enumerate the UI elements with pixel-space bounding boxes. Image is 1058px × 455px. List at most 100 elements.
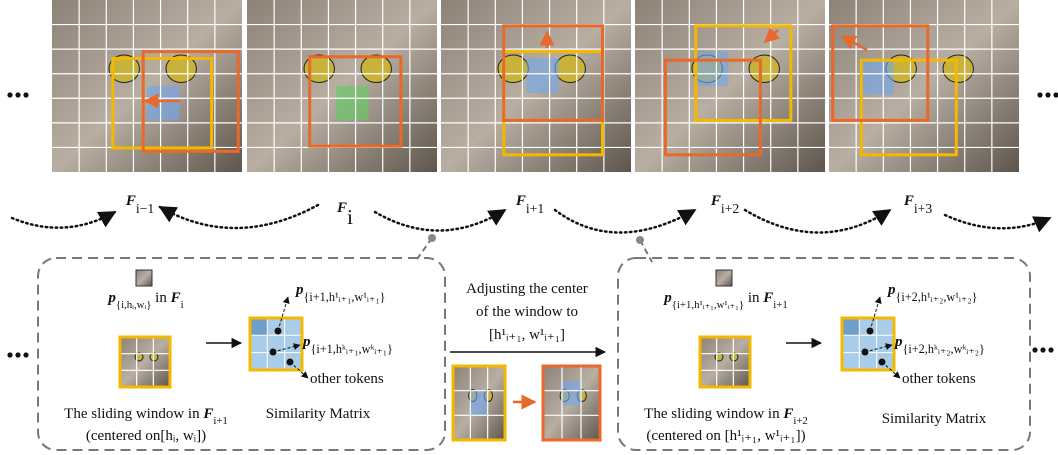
window: [541, 364, 602, 442]
eye: [729, 352, 739, 362]
label: (centered on [h¹ᵢ₊₁, w¹ᵢ₊₁]): [646, 428, 805, 444]
label: [h¹ᵢ₊₁, w¹ᵢ₊₁]: [489, 327, 565, 343]
eye: [303, 54, 335, 84]
pointer: [289, 361, 309, 379]
window: [502, 24, 605, 122]
label: p{i+1,h¹ᵢ₊₁,w¹ᵢ₊₁}: [294, 282, 386, 304]
label: p{i+2,hᵏᵢ₊₂,wᵏᵢ₊₂}: [893, 334, 985, 356]
text-part: i−1: [136, 201, 155, 216]
window: [840, 316, 896, 372]
text-part: of the window to: [476, 304, 578, 320]
image: [120, 337, 170, 387]
label: Fi−1: [125, 193, 155, 216]
eye: [942, 54, 974, 84]
text-part: i: [347, 205, 353, 229]
dotted-arc: [943, 213, 1052, 233]
token-highlight: [526, 58, 559, 93]
text-part: p: [301, 334, 311, 350]
text-part: {i+1,h¹ᵢ₊₁,w¹ᵢ₊₁}: [672, 299, 744, 311]
similarity-cell: [842, 318, 859, 335]
image: [700, 337, 750, 387]
window: [663, 58, 762, 157]
label: other tokens: [902, 371, 976, 387]
text-part: i+2: [721, 201, 740, 216]
label: p{i+1,hᵏᵢ₊₁,wᵏᵢ₊₁}: [301, 334, 393, 356]
connector-dot: [636, 236, 644, 244]
token-highlight: [695, 51, 729, 86]
label: Fi+1: [515, 193, 545, 216]
window: [111, 56, 214, 150]
token-highlight: [561, 380, 581, 406]
text-part: F: [782, 406, 793, 422]
text-part: other tokens: [310, 371, 384, 387]
label: p{i,hᵢ,wᵢ} in Fi: [106, 290, 183, 311]
text-part: {i+2,h¹ᵢ₊₂,w¹ᵢ₊₂}: [896, 290, 978, 304]
text-part: in: [151, 290, 170, 306]
token-highlight: [336, 86, 369, 121]
ellipsis-dot: [1032, 347, 1038, 353]
window: [248, 316, 304, 372]
text-part: F: [710, 193, 721, 209]
eye: [748, 54, 780, 84]
text-part: {i+2,hᵏᵢ₊₂,wᵏᵢ₊₂}: [903, 342, 985, 356]
text-part: other tokens: [902, 371, 976, 387]
thumbnail: [715, 269, 733, 287]
text-part: i+2: [793, 415, 808, 427]
text-part: p: [106, 290, 116, 306]
ellipsis-dot: [1048, 347, 1054, 353]
ellipsis-dot: [23, 92, 29, 98]
ellipsis-dot: [7, 352, 13, 358]
text-part: {i+1,hᵏᵢ₊₁,wᵏᵢ₊₁}: [311, 342, 393, 356]
text-part: i+3: [914, 201, 933, 216]
text-part: {i,hᵢ,wᵢ}: [116, 299, 152, 311]
ellipsis-dot: [1040, 347, 1046, 353]
connector: [414, 237, 433, 263]
label: of the window to: [476, 304, 578, 320]
label: Adjusting the center: [466, 281, 588, 297]
text-part: p: [662, 290, 672, 306]
eye: [554, 54, 586, 84]
ellipsis-dot: [7, 92, 13, 98]
text-part: F: [170, 290, 181, 306]
text-part: i+1: [526, 201, 545, 216]
window: [118, 335, 172, 389]
text-part: p: [886, 282, 896, 298]
dotted-arc: [553, 208, 697, 234]
text-part: The sliding window in: [64, 406, 203, 422]
text-part: F: [336, 200, 347, 216]
pointer: [869, 296, 882, 332]
label: p{i+2,h¹ᵢ₊₂,w¹ᵢ₊₂}: [886, 282, 978, 304]
text-part: Adjusting the center: [466, 281, 588, 297]
eye: [360, 54, 392, 84]
label: p{i+1,h¹ᵢ₊₁,w¹ᵢ₊₁} in Fi+1: [662, 290, 788, 311]
text-part: F: [762, 290, 773, 306]
eye: [165, 54, 197, 84]
text-part: F: [202, 406, 213, 422]
text-part: p: [893, 334, 903, 350]
eye: [149, 352, 159, 362]
move-arrow: [840, 34, 868, 52]
text-part: {i+1,h¹ᵢ₊₁,w¹ᵢ₊₁}: [304, 290, 386, 304]
text-part: [h¹ᵢ₊₁, w¹ᵢ₊₁]: [489, 327, 565, 343]
eye: [108, 54, 140, 84]
dotted-arc: [158, 203, 320, 230]
window: [698, 335, 752, 389]
label: The sliding window in Fi+2: [644, 406, 808, 427]
dotted-arc: [743, 208, 892, 234]
window: [141, 50, 240, 153]
pointer: [277, 296, 290, 332]
token-highlight: [470, 390, 488, 415]
pointer: [881, 361, 901, 379]
text-part: Similarity Matrix: [882, 411, 987, 427]
text-part: i+1: [773, 299, 788, 311]
label: Fi+2: [710, 193, 740, 216]
window: [859, 58, 958, 157]
panel: [617, 257, 1031, 451]
label: Fi: [336, 200, 353, 229]
window: [308, 55, 403, 148]
ellipsis-dot: [15, 92, 21, 98]
dotted-arc: [373, 208, 507, 232]
ellipsis-dot: [1045, 92, 1051, 98]
text-part: F: [903, 193, 914, 209]
